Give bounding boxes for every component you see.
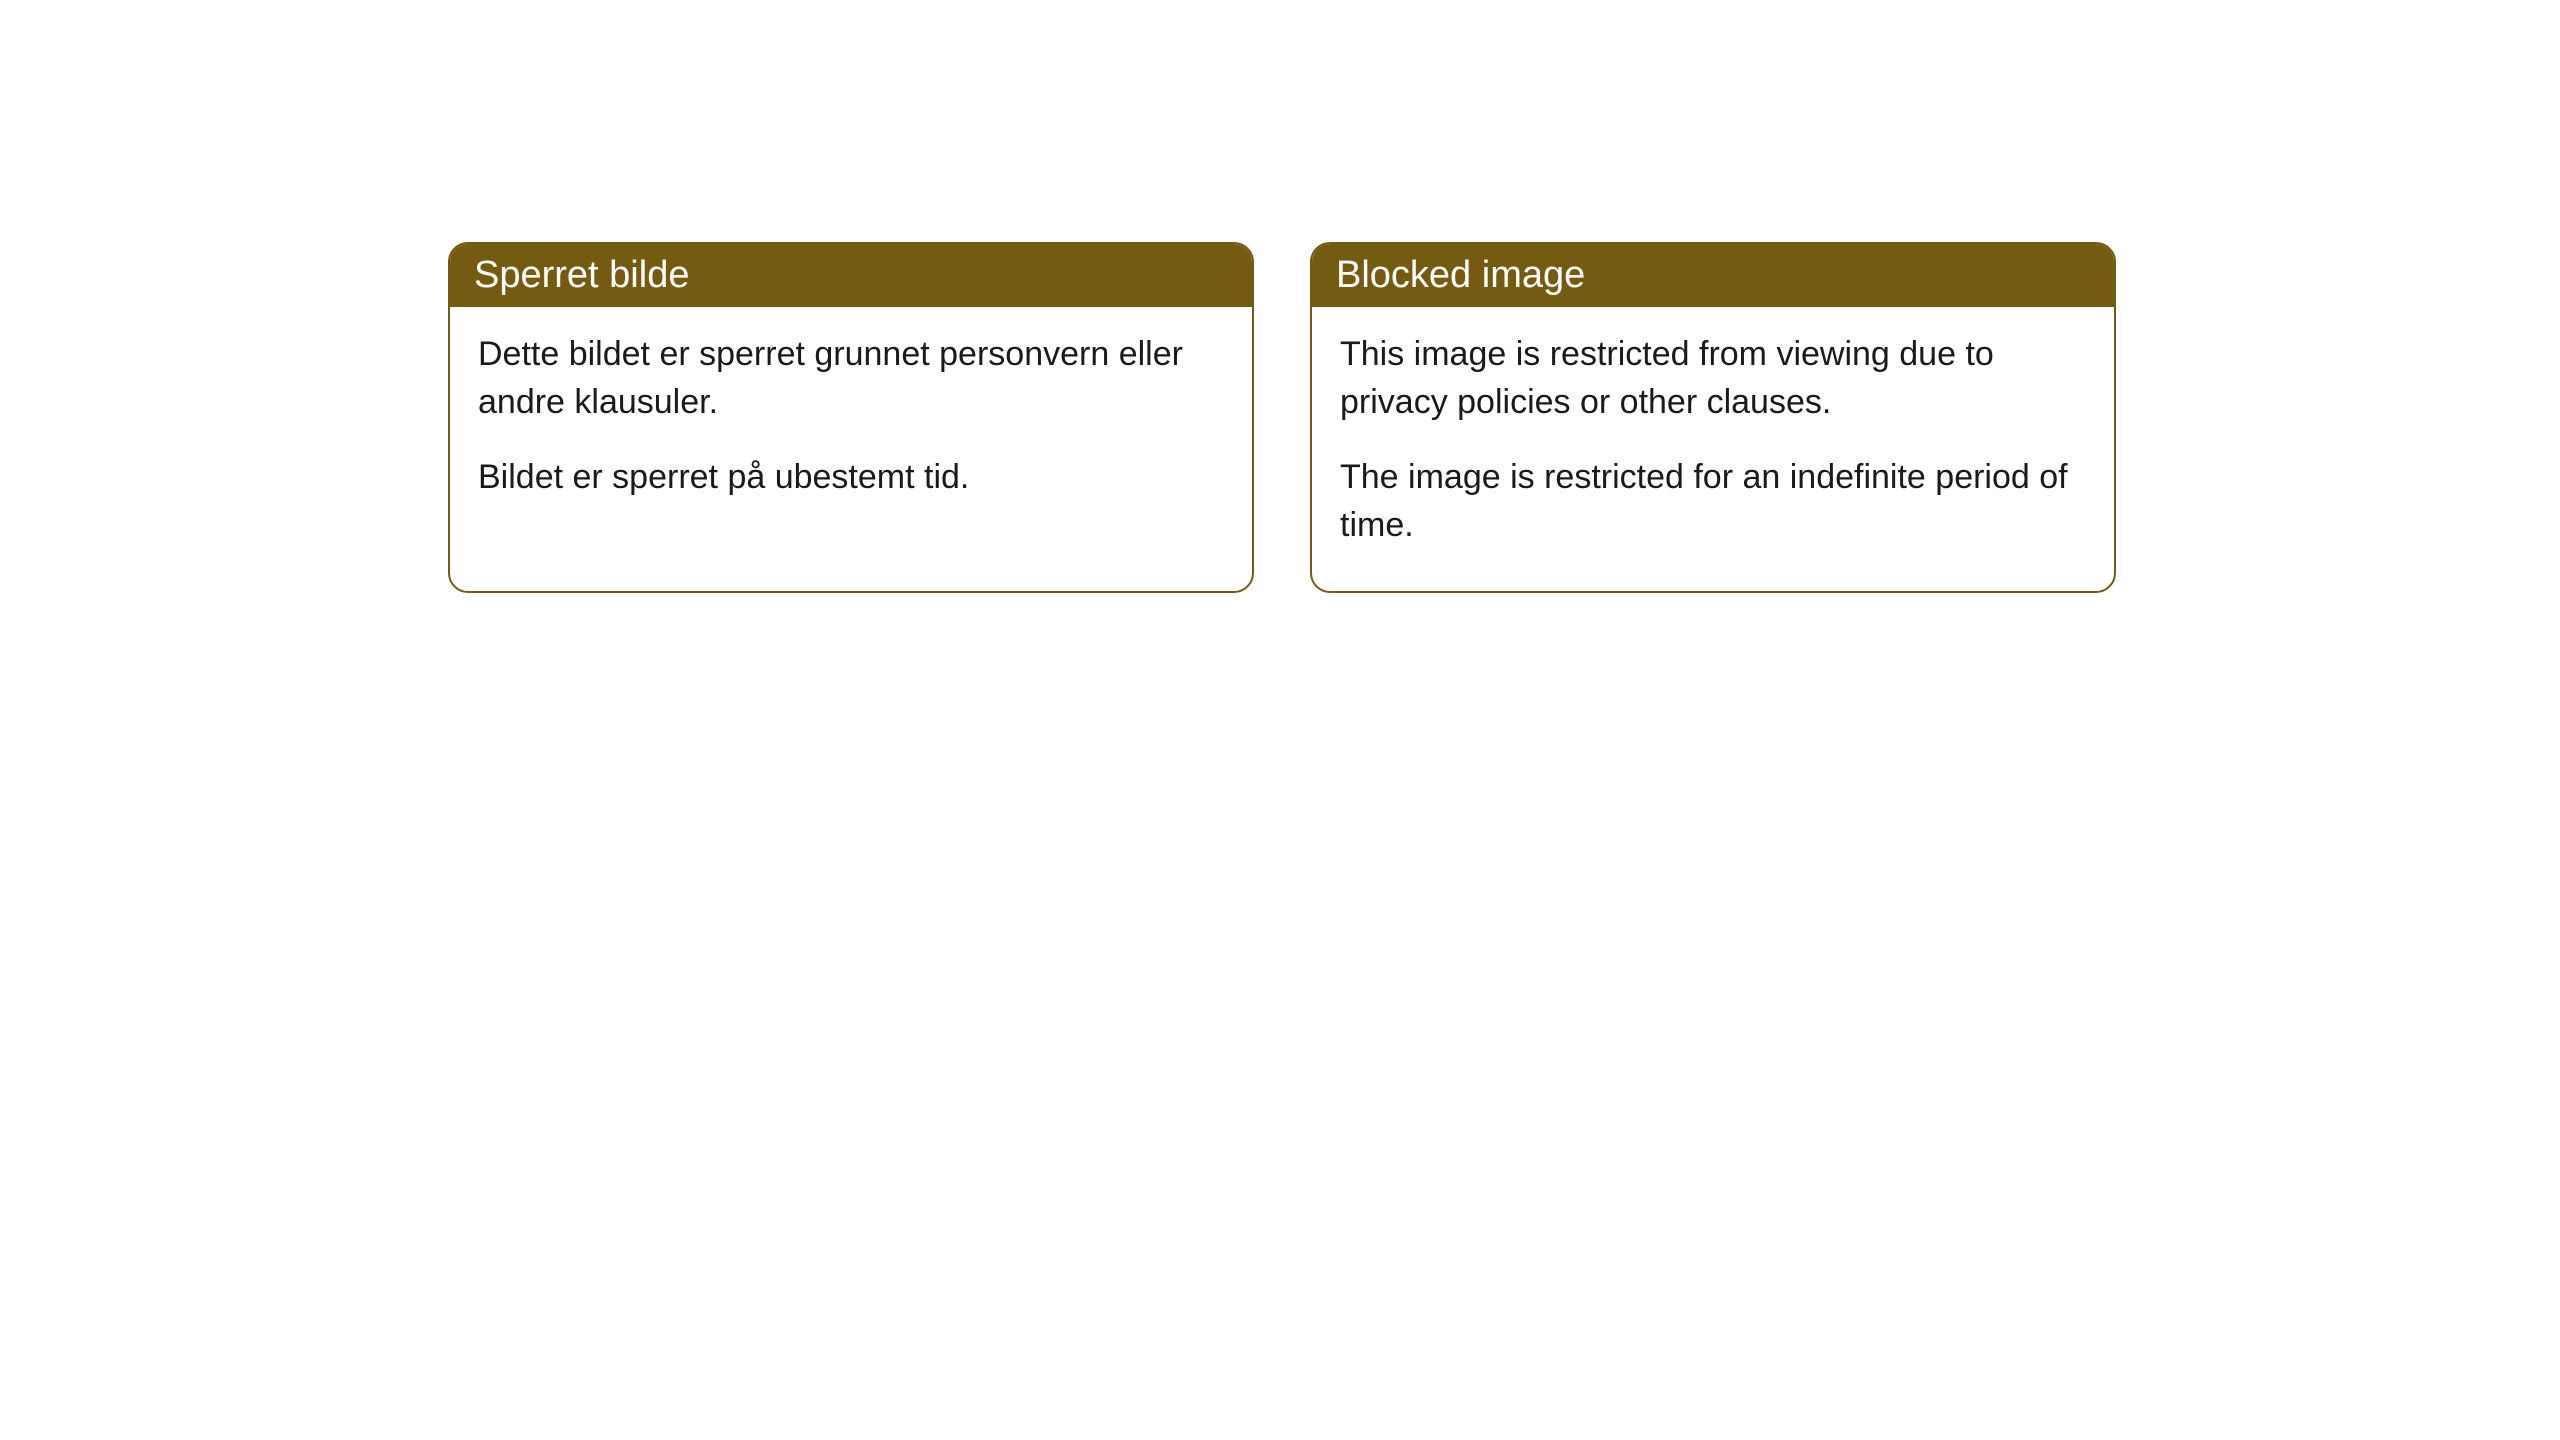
card-title: Sperret bilde [474, 254, 689, 296]
notice-cards-container: Sperret bilde Dette bildet er sperret gr… [448, 242, 2560, 593]
card-body-norwegian: Dette bildet er sperret grunnet personve… [450, 307, 1252, 544]
card-paragraph: The image is restricted for an indefinit… [1340, 454, 2086, 549]
card-paragraph: Bildet er sperret på ubestemt tid. [478, 454, 1224, 502]
blocked-image-card-norwegian: Sperret bilde Dette bildet er sperret gr… [448, 242, 1254, 593]
card-title: Blocked image [1336, 254, 1585, 296]
card-paragraph: Dette bildet er sperret grunnet personve… [478, 331, 1224, 426]
card-paragraph: This image is restricted from viewing du… [1340, 331, 2086, 426]
card-header-norwegian: Sperret bilde [450, 244, 1252, 307]
card-body-english: This image is restricted from viewing du… [1312, 307, 2114, 591]
card-header-english: Blocked image [1312, 244, 2114, 307]
blocked-image-card-english: Blocked image This image is restricted f… [1310, 242, 2116, 593]
